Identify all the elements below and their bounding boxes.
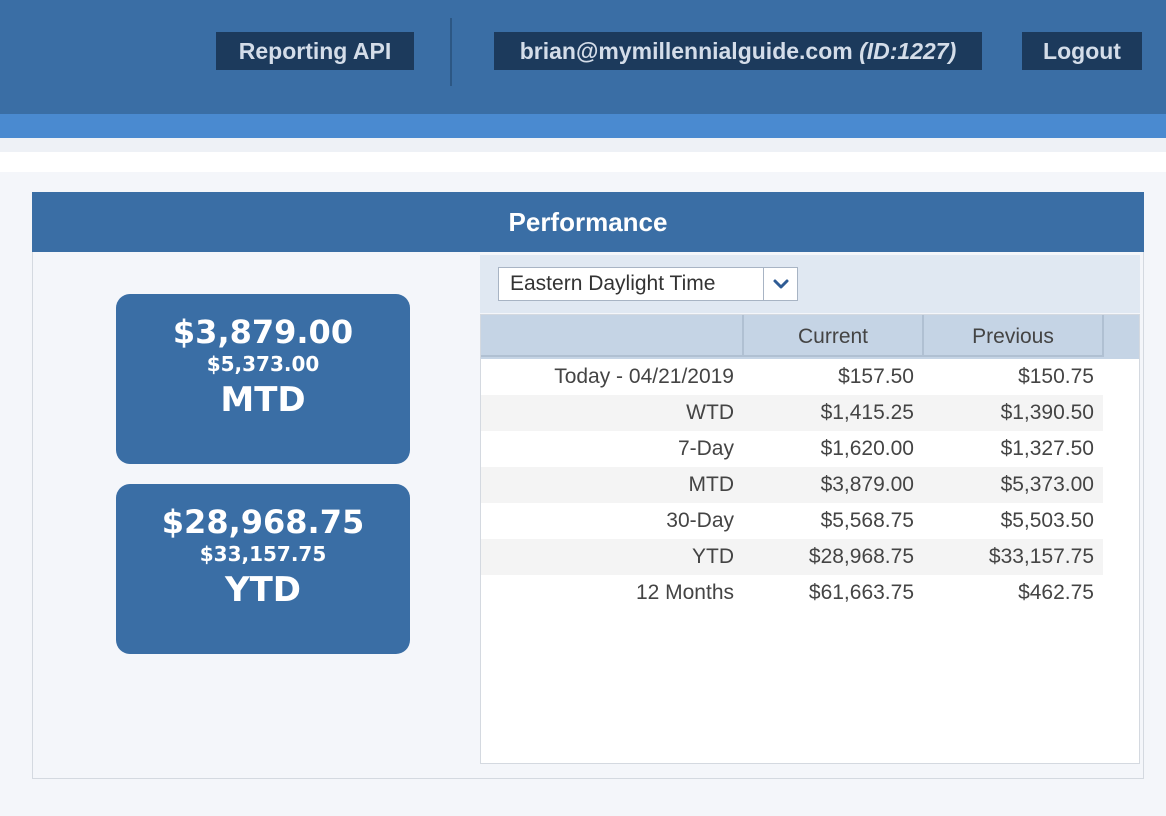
- row-label: 12 Months: [635, 581, 734, 604]
- table-row: Today - 04/21/2019 $157.50 $150.75: [481, 359, 1103, 395]
- header-white-band: [0, 152, 1166, 172]
- row-label: WTD: [686, 401, 734, 424]
- column-header-period[interactable]: [481, 315, 744, 357]
- table-row: 12 Months $61,663.75 $462.75: [481, 575, 1103, 611]
- performance-title: Performance: [32, 192, 1144, 252]
- table-row: WTD $1,415.25 $1,390.50: [481, 395, 1103, 431]
- column-header-previous[interactable]: Previous: [924, 315, 1104, 357]
- header-divider: [450, 18, 452, 86]
- mtd-summary-card: $3,879.00 $5,373.00 MTD: [116, 294, 410, 464]
- user-account-button[interactable]: brian@mymillennialguide.com (ID:1227): [494, 32, 982, 70]
- header-gap-band: [0, 138, 1166, 152]
- row-current-value: $3,879.00: [820, 473, 914, 496]
- mtd-card-label: MTD: [220, 380, 306, 420]
- timezone-selected-value: Eastern Daylight Time: [510, 272, 716, 295]
- row-current-value: $5,568.75: [820, 509, 914, 532]
- row-current-value: $1,415.25: [820, 401, 914, 424]
- ytd-current-value: $28,968.75: [161, 503, 365, 541]
- row-current-value: $28,968.75: [808, 545, 914, 568]
- chevron-down-icon: [773, 279, 789, 289]
- row-previous-value: $33,157.75: [988, 545, 1094, 568]
- column-header-current[interactable]: Current: [744, 315, 924, 357]
- row-previous-value: $462.75: [1018, 581, 1094, 604]
- table-row: 30-Day $5,568.75 $5,503.50: [481, 503, 1103, 539]
- row-label: YTD: [692, 545, 734, 568]
- row-label: 30-Day: [666, 509, 734, 532]
- ytd-card-label: YTD: [224, 570, 302, 610]
- row-current-value: $61,663.75: [808, 581, 914, 604]
- mtd-current-value: $3,879.00: [172, 313, 354, 351]
- table-row: YTD $28,968.75 $33,157.75: [481, 539, 1103, 575]
- row-current-value: $157.50: [838, 365, 914, 388]
- row-previous-value: $5,503.50: [1000, 509, 1094, 532]
- mtd-previous-value: $5,373.00: [206, 352, 320, 376]
- ytd-summary-card: $28,968.75 $33,157.75 YTD: [116, 484, 410, 654]
- table-row: 7-Day $1,620.00 $1,327.50: [481, 431, 1103, 467]
- timezone-dropdown-button[interactable]: [763, 268, 797, 300]
- timezone-select[interactable]: Eastern Daylight Time: [498, 267, 798, 301]
- logout-button[interactable]: Logout: [1022, 32, 1142, 70]
- ytd-previous-value: $33,157.75: [199, 542, 327, 566]
- user-id: (ID:1227): [859, 38, 957, 64]
- row-previous-value: $1,327.50: [1000, 437, 1094, 460]
- performance-table: Current Previous Today - 04/21/2019 $157…: [480, 314, 1140, 764]
- table-body: Today - 04/21/2019 $157.50 $150.75 WTD $…: [481, 359, 1103, 611]
- row-current-value: $1,620.00: [820, 437, 914, 460]
- row-label: 7-Day: [677, 437, 734, 460]
- row-label: MTD: [688, 473, 735, 496]
- row-previous-value: $1,390.50: [1000, 401, 1094, 424]
- table-header: Current Previous: [481, 315, 1139, 359]
- table-row: MTD $3,879.00 $5,373.00: [481, 467, 1103, 503]
- header-accent-stripe: [0, 114, 1166, 138]
- row-previous-value: $5,373.00: [1000, 473, 1094, 496]
- user-email: brian@mymillennialguide.com: [519, 38, 853, 64]
- row-previous-value: $150.75: [1018, 365, 1094, 388]
- row-label: Today - 04/21/2019: [554, 365, 734, 388]
- reporting-api-button[interactable]: Reporting API: [216, 32, 414, 70]
